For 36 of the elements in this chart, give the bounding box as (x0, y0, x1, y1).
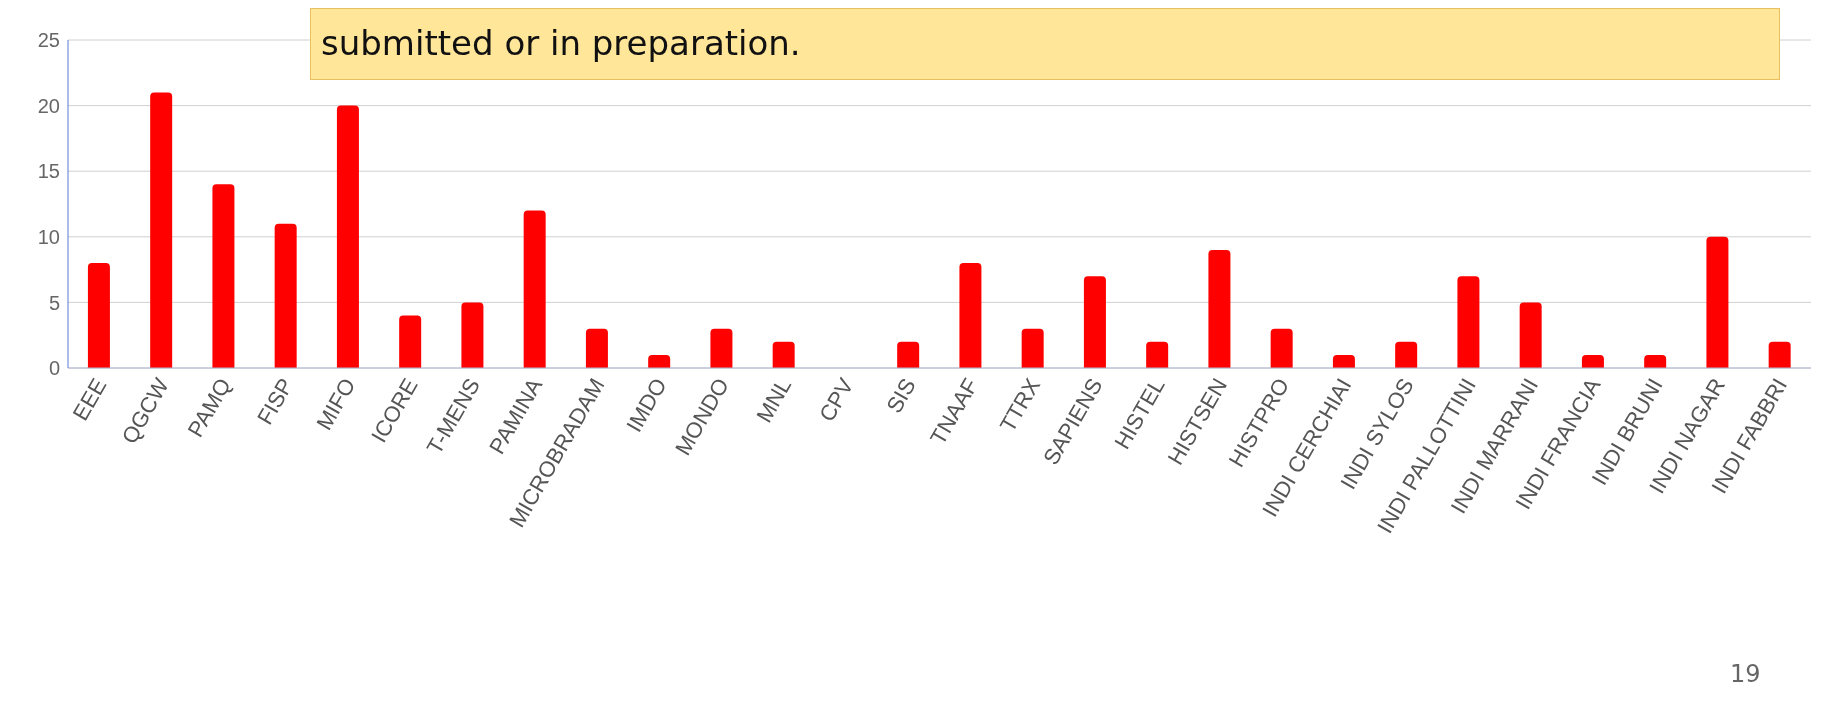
note-box: submitted or in preparation. (310, 8, 1780, 80)
bar (1146, 341, 1169, 368)
x-tick-label: SIS (881, 374, 921, 418)
bar (1083, 276, 1106, 368)
bar (585, 328, 608, 368)
bar (461, 302, 484, 368)
bar (1270, 328, 1293, 368)
bar (897, 341, 920, 368)
bar (336, 105, 359, 368)
text: 19 (1730, 660, 1761, 688)
bar (1581, 354, 1604, 368)
bar (710, 328, 733, 368)
y-tick-label: 15 (37, 160, 60, 183)
y-tick-label: 20 (37, 94, 60, 117)
bar (87, 263, 110, 368)
bar (1021, 328, 1044, 368)
bar (399, 315, 422, 368)
bar (959, 263, 982, 368)
bar (1208, 249, 1231, 368)
bar (648, 354, 671, 368)
bar (772, 341, 795, 368)
bar (1706, 236, 1729, 368)
bar (274, 223, 297, 368)
bar (1457, 276, 1480, 368)
bar (1332, 354, 1355, 368)
y-tick-label: 25 (37, 29, 60, 52)
bar (1768, 341, 1791, 368)
bar (1644, 354, 1667, 368)
bar (1519, 302, 1542, 368)
y-tick-label: 10 (37, 225, 60, 248)
bar (150, 92, 173, 368)
bar (523, 210, 546, 368)
y-tick-label: 0 (48, 357, 60, 380)
bar (212, 184, 235, 368)
y-tick-label: 5 (48, 291, 60, 314)
bar (1395, 341, 1418, 368)
